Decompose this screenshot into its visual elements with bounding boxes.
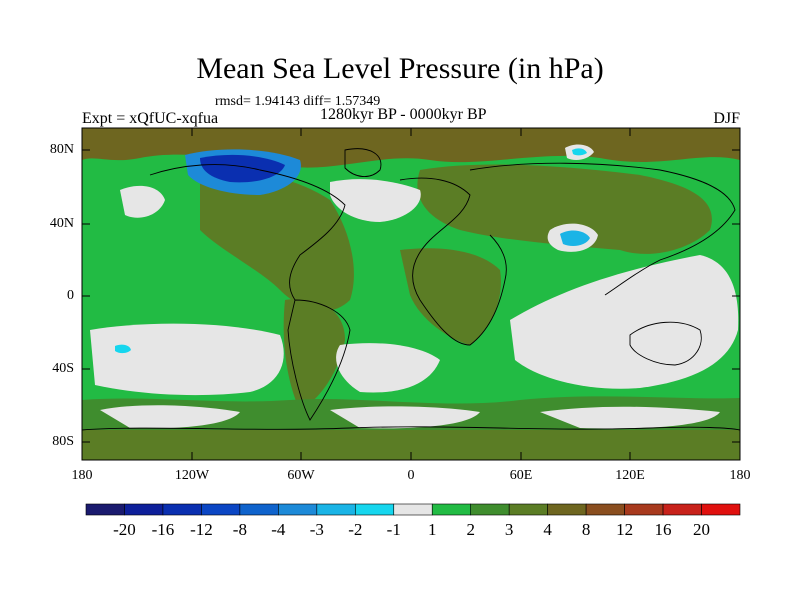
colorbar-label: -3 xyxy=(309,520,324,539)
indian-pacific-neutral xyxy=(510,255,739,389)
colorbar-label: 4 xyxy=(543,520,552,539)
tibet-low-core xyxy=(560,230,590,246)
colorbar-label: 2 xyxy=(466,520,475,539)
colorbar-label: -8 xyxy=(232,520,247,539)
south-america-coast xyxy=(287,299,351,421)
south-pacific-neutral xyxy=(90,323,284,396)
colorbar-swatch xyxy=(201,503,241,516)
colorbar-swatch xyxy=(85,503,125,516)
map-title: Mean Sea Level Pressure (in hPa) xyxy=(196,52,604,85)
north-atlantic-neutral xyxy=(330,179,421,222)
north-america-olive xyxy=(200,171,354,311)
colorbar xyxy=(85,503,741,516)
africa-olive xyxy=(400,248,501,345)
eurasia-olive xyxy=(417,164,712,254)
lon-label-120w: 120W xyxy=(174,468,210,483)
south-atlantic-indian-neutral xyxy=(336,343,440,393)
colorbar-label: -4 xyxy=(271,520,286,539)
colorbar-label: 20 xyxy=(693,520,711,539)
experiment-label: Expt = xQfUC-xqfua xyxy=(82,110,219,127)
colorbar-swatch xyxy=(431,503,472,516)
lon-label-60w: 60W xyxy=(287,468,315,483)
colorbar-label: 16 xyxy=(654,520,672,539)
colorbar-label: -1 xyxy=(386,520,401,539)
season-label: DJF xyxy=(713,110,740,127)
lon-label-120e: 120E xyxy=(615,468,645,483)
colorbar-swatch xyxy=(124,503,164,516)
negative-anomaly-regions xyxy=(115,144,598,354)
colorbar-swatch xyxy=(393,503,433,516)
lon-label-60e: 60E xyxy=(509,468,533,483)
north-america-coast xyxy=(149,164,346,301)
colorbar-swatch xyxy=(624,503,664,516)
colorbar-swatch xyxy=(239,503,279,516)
australia-coast xyxy=(629,321,702,366)
colorbar-swatch xyxy=(470,503,510,516)
asia-coast xyxy=(469,162,736,296)
colorbar-label: 12 xyxy=(616,520,634,539)
colorbar-label: 3 xyxy=(504,520,514,539)
colorbar-swatch xyxy=(508,503,548,516)
colorbar-label: 8 xyxy=(581,520,591,539)
colorbar-swatch xyxy=(354,503,395,516)
stats-label: rmsd= 1.94143 diff= 1.57349 xyxy=(215,94,381,109)
colorbar-swatch xyxy=(701,503,741,516)
lat-label-80n: 80N xyxy=(49,142,74,157)
axis-ticks xyxy=(81,128,741,460)
europe-africa-coast xyxy=(399,177,507,346)
colorbar-swatch xyxy=(316,503,356,516)
colorbar-swatch xyxy=(547,503,587,516)
period-label: 1280kyr BP - 0000kyr BP xyxy=(320,106,487,123)
colorbar-label: -12 xyxy=(190,520,213,539)
lat-label-40n: 40N xyxy=(49,216,74,231)
colorbar-swatch xyxy=(278,503,318,516)
neutral-regions xyxy=(90,179,739,429)
colorbar-label: -20 xyxy=(113,520,136,539)
lon-label-180w: 180 xyxy=(71,468,93,483)
south-america-olive xyxy=(283,299,345,410)
greenland-arctic-low-core xyxy=(200,154,285,183)
colorbar-swatch xyxy=(662,503,702,516)
antarctic-band xyxy=(82,430,740,460)
colorbar-label: 1 xyxy=(427,520,437,539)
coastlines xyxy=(81,148,741,431)
antarctica-coast xyxy=(81,426,741,431)
arctic-russia-low-core xyxy=(572,148,587,156)
antarctic-neutral-blobs xyxy=(100,405,720,429)
lat-label-80s: 80S xyxy=(52,434,74,449)
colorbar-swatch xyxy=(585,503,625,516)
colorbar-label: -2 xyxy=(348,520,363,539)
lat-label-40s: 40S xyxy=(52,361,74,376)
colorbar-swatch xyxy=(162,503,202,516)
colorbar-label: -16 xyxy=(151,520,175,539)
lon-label-0: 0 xyxy=(407,468,415,483)
lat-label-0: 0 xyxy=(67,288,74,303)
south-pacific-low xyxy=(115,344,131,354)
north-pacific-neutral xyxy=(120,185,165,218)
greenland-coast xyxy=(344,148,382,177)
lon-label-180e: 180 xyxy=(729,468,751,483)
